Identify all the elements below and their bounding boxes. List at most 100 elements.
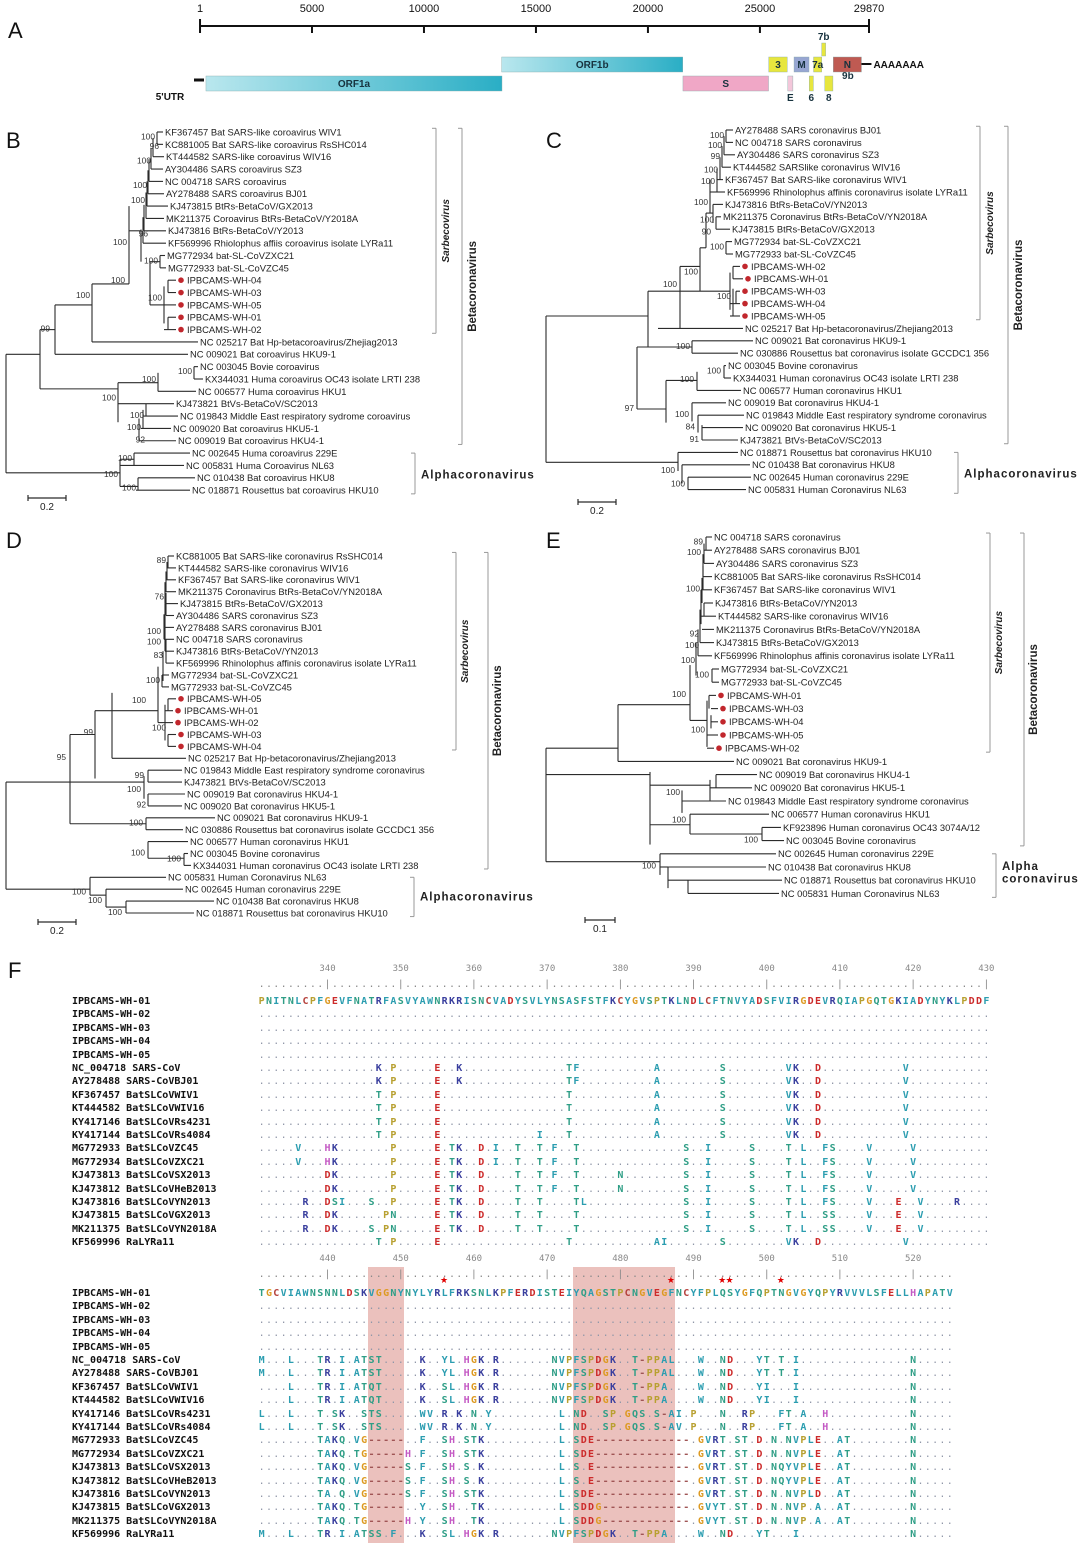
- bootstrap-value: 100: [137, 155, 151, 165]
- scale-bar-label: 0.2: [40, 502, 54, 513]
- alignment-ruler-number: 480: [612, 1254, 629, 1264]
- genome-ruler-tick: 29870: [854, 3, 885, 15]
- bootstrap-value: 100: [146, 675, 160, 685]
- alignment-ruler-number: 500: [758, 1254, 775, 1264]
- tree-leaf-label: NC 019843 Middle East respiratory syndro…: [728, 795, 969, 806]
- tree-leaf-label: KF367457 Bat SARS-like coronavirus WIV1: [714, 584, 896, 595]
- sequence-row-name: KF367457 BatSLCoVWIV1: [72, 1381, 199, 1393]
- tree-panel-B: KF367457 Bat SARS-like coroavirus WIV1 KC…: [5, 126, 534, 513]
- sequence-row-name: AY278488 SARS-CoVBJ01: [72, 1368, 199, 1380]
- scale-bar-label: 0.2: [590, 506, 604, 517]
- tree-leaf-label: MG772934 bat-SL-CoVZXC21: [734, 236, 861, 247]
- tree-leaf-label: NC 010438 Bat coronavirus HKU8: [216, 896, 359, 907]
- tree-leaf-label: NC 002645 Human coronavirus 229E: [778, 848, 934, 859]
- tree-leaf-label: NC 018871 Rousettus bat coronavirus HKU1…: [196, 907, 388, 918]
- sequence-row-name: IPBCAMS-WH-04: [72, 1036, 151, 1048]
- tree-leaf-label: NC 018871 Rousettus bat coronavirus HKU1…: [784, 875, 976, 886]
- clade-label: Betacoronavirus: [467, 241, 479, 332]
- genome-map-svg: 1 5000 10000 15000 20000 25000 29870ORF1aORF1b…: [156, 3, 924, 104]
- tree-leaf-label: MK211375 Coronavirus BtRs-BetaCoV/YN2018…: [178, 586, 383, 597]
- novel-strain-dot: [178, 314, 184, 321]
- sequence-row-name: AY278488 SARS-CoVBJ01: [72, 1076, 199, 1088]
- genome-ruler-tick: 20000: [633, 3, 664, 15]
- tree-leaf-label: NC 003045 Bovine coronavirus: [190, 848, 320, 859]
- bootstrap-value: 96: [139, 228, 149, 238]
- tree-leaf-label: NC 009019 Bat coronavirus HKU4-1: [187, 788, 338, 799]
- tree-leaf-label: KC881005 Bat SARS-like coronavirus RsSHC…: [176, 550, 383, 561]
- bootstrap-value: 99: [41, 323, 51, 333]
- bootstrap-value: 100: [710, 242, 724, 252]
- tree-leaf-label: NC 030886 Rousettus bat coronavirus isol…: [185, 824, 434, 835]
- bootstrap-value: 100: [147, 637, 161, 647]
- sequence-row-name: KJ473815 BatSLCoVGX2013: [72, 1210, 211, 1222]
- gene-label-7a: 7a: [812, 60, 824, 71]
- clade-label: Betacoronavirus: [1013, 240, 1025, 331]
- sequence-row-name: KF367457 BatSLCoVWIV1: [72, 1089, 199, 1101]
- key-residue-star: ★: [725, 1275, 734, 1285]
- novel-strain-dot: [742, 300, 748, 307]
- bootstrap-value: 83: [154, 650, 164, 660]
- tree-leaf-label: MG772933 bat-SL-CoVZC45: [735, 248, 856, 259]
- bootstrap-value: 100: [672, 814, 686, 824]
- clade-label: Alphacoronavirus: [420, 892, 534, 904]
- bootstrap-value: 100: [141, 131, 155, 141]
- tree-leaf-label: IPBCAMS-WH-04: [751, 298, 826, 309]
- alignment-highlight-band: [572, 1267, 676, 1543]
- tree-leaf-label: NC 009019 Bat coronavirus HKU4-1: [759, 769, 910, 780]
- clade-label: Betacoronavirus: [492, 665, 504, 756]
- alignment-ruler-number: 360: [465, 964, 483, 974]
- bootstrap-value: 100: [102, 393, 116, 403]
- tree-leaf-label: IPBCAMS-WH-03: [187, 287, 262, 298]
- tree-leaf-label: KJ473821 BtVs-BetaCoV/SC2013: [740, 434, 882, 445]
- novel-strain-dot: [742, 288, 748, 294]
- tree-panel-E: NC 004718 SARS coronavirus AY278488 SARS …: [545, 531, 1078, 935]
- bootstrap-value: 100: [129, 818, 143, 828]
- tree-leaf-label: NC 019843 Middle East respiratory syndro…: [184, 765, 425, 776]
- tree-panel-D: KC881005 Bat SARS-like coronavirus RsSHC…: [5, 550, 534, 937]
- sequence-row-name: KJ473815 BatSLCoVGX2013: [72, 1502, 211, 1514]
- bootstrap-value: 100: [671, 478, 685, 488]
- bootstrap-value: 84: [686, 421, 696, 431]
- tree-leaf-label: MG772933 bat-SL-CoVZC45: [168, 262, 289, 273]
- alignment-ruler-number: 370: [538, 964, 556, 974]
- bootstrap-value: 100: [76, 290, 90, 300]
- tree-leaf-label: AY304486 SARS coronavirus SZ3: [737, 149, 879, 160]
- alignment-ruler-number: 460: [465, 1254, 483, 1264]
- tree-leaf-label: KJ473821 BtVs-BetaCoV/SC2013: [176, 398, 318, 409]
- sequence-row-name: IPBCAMS-WH-01: [72, 1288, 151, 1299]
- tree-leaf-label: IPBCAMS-WH-04: [187, 275, 262, 286]
- tree-leaf-label: NC 006577 Human coronavirus HKU1: [743, 385, 902, 396]
- bootstrap-value: 89: [157, 555, 167, 565]
- tree-leaf-label: IPBCAMS-WH-01: [187, 312, 262, 323]
- tree-leaf-label: KF367457 Bat SARS-like coroavirus WIV1: [165, 126, 342, 137]
- sequence-row-name: KY417144 BatSLCoVRs4084: [72, 1422, 211, 1433]
- alignment-ruler-number: 440: [319, 1254, 336, 1264]
- bootstrap-value: 91: [690, 434, 700, 444]
- novel-strain-dot: [178, 731, 184, 738]
- novel-strain-dot: [720, 719, 726, 725]
- tree-leaf-label: KJ473816 BtRs-BetaCoV/YN2013: [176, 646, 318, 657]
- gene-box-3: [768, 56, 788, 73]
- tree-leaf-label: AY304486 SARS coronavirus SZ3: [176, 610, 318, 621]
- bootstrap-value: 100: [132, 695, 146, 705]
- bootstrap-value: 100: [88, 895, 102, 905]
- tree-leaf-label: IPBCAMS-WH-03: [729, 703, 804, 714]
- bootstrap-value: 89: [694, 537, 704, 547]
- genome-ruler-tick: 5000: [300, 3, 324, 15]
- bootstrap-value: 100: [142, 374, 156, 384]
- alignment-ruler-number: 380: [612, 964, 629, 974]
- sequence-row-name: KJ473812 BatSLCoVHeB2013: [72, 1475, 217, 1487]
- clade-label: Sarbecovirus: [994, 610, 1005, 674]
- tree-leaf-label: NC 009019 Bat coronavirus HKU4-1: [728, 397, 879, 408]
- tree-leaf-label: NC 009020 Bat coronavirus HKU5-1: [754, 782, 905, 793]
- tree-leaf-label: NC 025217 Bat Hp-betacoroavirus/Zhejiag2…: [200, 336, 398, 347]
- tree-leaf-label: KJ473815 BtRs-BetaCoV/GX2013: [716, 637, 859, 648]
- alignment-ruler-number: 490: [685, 1254, 702, 1264]
- tree-leaf-label: NC 002645 Human coronavirus 229E: [185, 884, 341, 895]
- tree-leaf-label: KT444582 SARS-like coroavirus WIV16: [166, 151, 331, 162]
- bootstrap-value: 100: [133, 180, 147, 190]
- sequence-row-name: KF569996 RaLYRa11: [72, 1237, 175, 1249]
- tree-leaf-label: NC 006577 Human coronavirus HKU1: [771, 809, 930, 820]
- bootstrap-value: 92: [137, 800, 147, 810]
- bootstrap-value: 100: [717, 291, 731, 301]
